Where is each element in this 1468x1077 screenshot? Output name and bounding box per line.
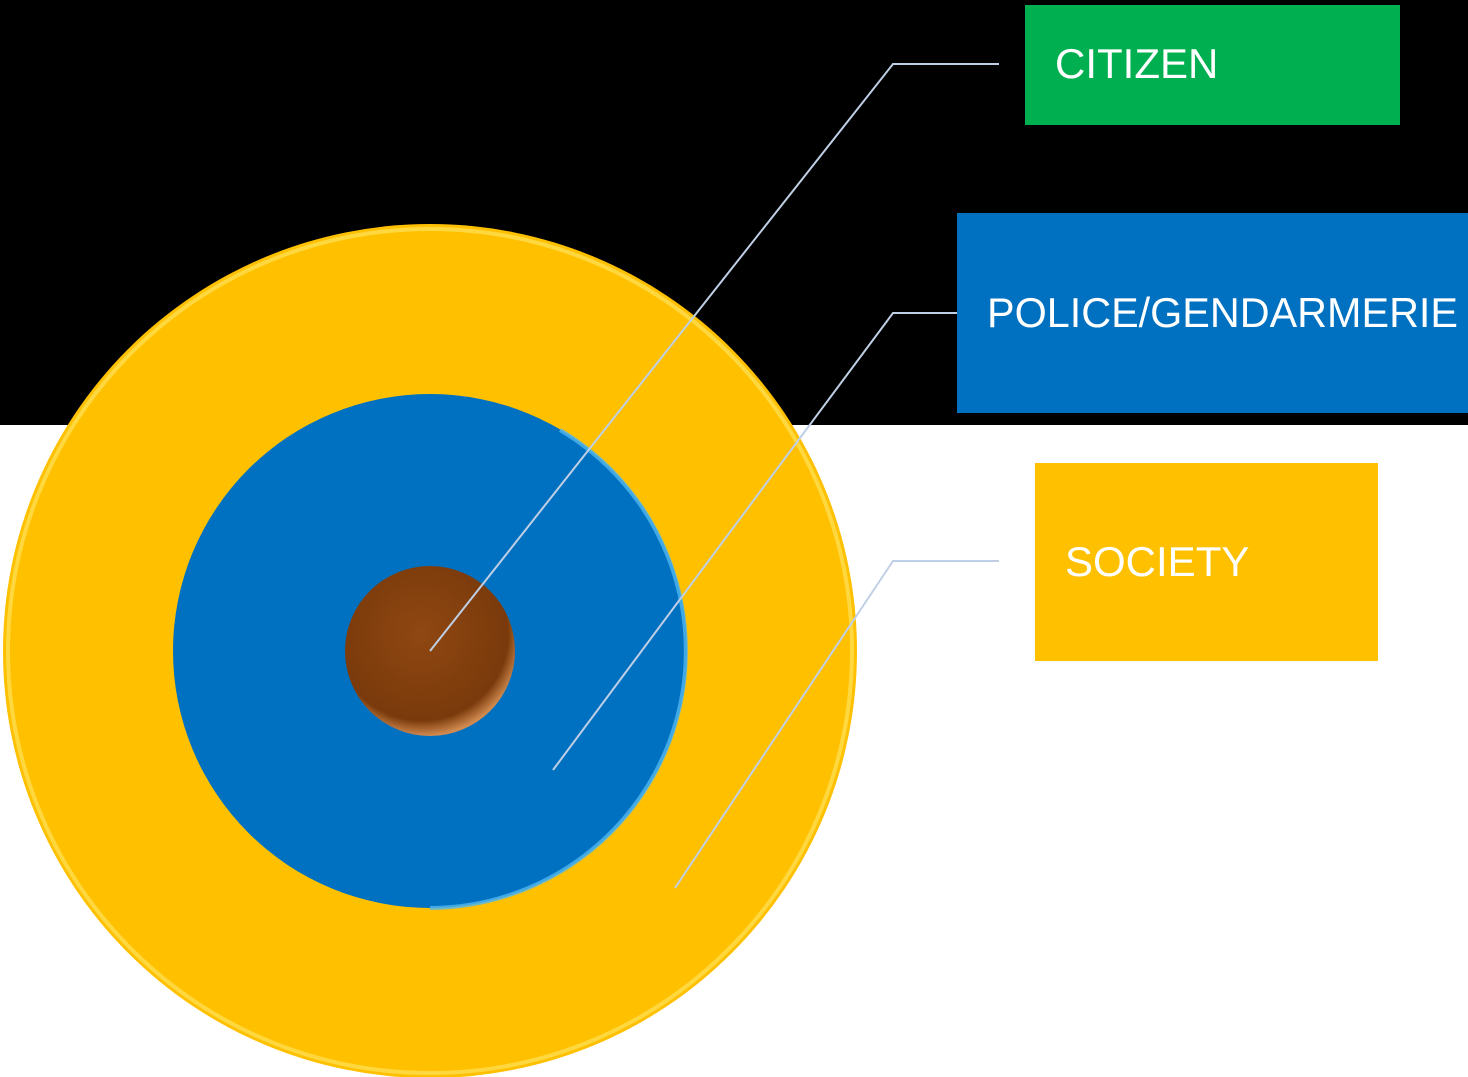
society-label: SOCIETY — [1065, 538, 1249, 585]
police-ring-highlight — [429, 428, 688, 910]
society-label-box — [1035, 463, 1378, 661]
society-ring-highlight — [6, 227, 854, 1075]
citizen-leader-line — [429, 63, 999, 652]
police-label-box — [957, 213, 1468, 413]
citizen-label: CITIZEN — [1055, 40, 1218, 87]
society-leader-line — [674, 560, 999, 889]
police-label: POLICE/GENDARMERIE — [987, 289, 1458, 336]
citizen-label-box — [1025, 5, 1400, 125]
